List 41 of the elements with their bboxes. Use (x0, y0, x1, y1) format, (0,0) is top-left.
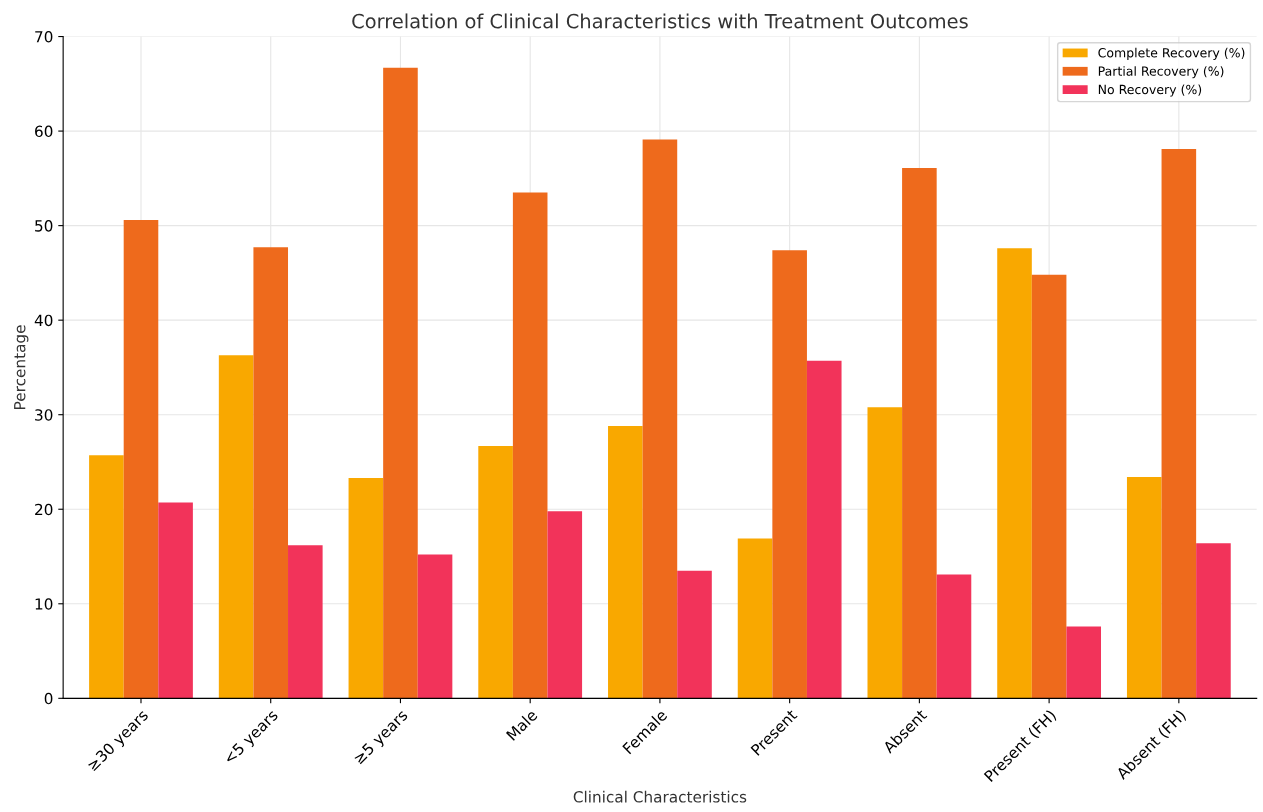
legend-label: Complete Recovery (%) (1098, 47, 1245, 60)
bar (1066, 626, 1102, 699)
bar (1196, 543, 1231, 699)
bar (902, 167, 937, 699)
y-tick-label: 10 (35, 598, 53, 610)
bar (608, 426, 643, 699)
y-tick-label: 50 (35, 220, 53, 232)
y-axis-title: Percentage (14, 325, 29, 409)
chart-title: Correlation of Clinical Characteristics with Treatment Outcomes (352, 13, 968, 29)
bar (348, 478, 384, 699)
bar (1031, 274, 1067, 699)
bar (1161, 149, 1197, 699)
y-tick-label: 40 (34, 314, 53, 327)
bar (288, 545, 323, 699)
y-tick-label: 70 (35, 31, 53, 43)
bar (772, 250, 807, 699)
y-tick-label: 60 (35, 125, 53, 138)
bar (512, 192, 548, 699)
y-tick-label: 30 (35, 409, 53, 421)
bar (867, 407, 903, 699)
bar (737, 538, 773, 699)
bar (677, 570, 712, 699)
bar (1126, 477, 1162, 699)
bar (642, 139, 678, 699)
bar (478, 445, 513, 699)
bar (936, 574, 972, 699)
y-tick-label: 0 (44, 692, 53, 705)
bar (417, 554, 453, 699)
bar (89, 455, 124, 699)
bar (253, 247, 289, 699)
x-axis-title: Clinical Characteristics (573, 790, 747, 803)
y-tick-label: 20 (35, 503, 53, 516)
bar (997, 248, 1032, 699)
legend-label: No Recovery (%) (1098, 84, 1202, 97)
bar (547, 511, 583, 699)
bar (158, 502, 193, 699)
legend-label: Partial Recovery (%) (1098, 66, 1224, 79)
bar (806, 360, 842, 699)
bar (383, 67, 418, 699)
bar (218, 355, 254, 699)
bar (123, 219, 159, 699)
